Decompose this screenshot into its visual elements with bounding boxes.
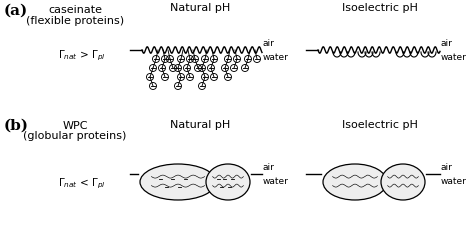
Text: water: water [263,177,289,186]
Ellipse shape [140,164,216,200]
Text: Isoelectric pH: Isoelectric pH [342,3,418,13]
Text: caseinate: caseinate [48,5,102,15]
Text: Natural pH: Natural pH [170,120,230,130]
Text: Isoelectric pH: Isoelectric pH [342,120,418,130]
Text: WPC: WPC [62,121,88,131]
Text: $\Gamma_{nat}$ > $\Gamma_{pl}$: $\Gamma_{nat}$ > $\Gamma_{pl}$ [58,49,106,63]
Ellipse shape [381,164,425,200]
Text: water: water [441,53,467,62]
Text: Natural pH: Natural pH [170,3,230,13]
Ellipse shape [323,164,387,200]
Text: air: air [263,38,275,47]
Text: air: air [263,163,275,172]
Text: water: water [441,177,467,186]
Text: $\Gamma_{nat}$ < $\Gamma_{pl}$: $\Gamma_{nat}$ < $\Gamma_{pl}$ [58,177,106,191]
Text: water: water [263,53,289,62]
Text: (a): (a) [4,4,28,18]
Text: (flexible proteins): (flexible proteins) [26,16,124,26]
Text: (b): (b) [4,119,29,133]
Text: air: air [441,38,453,47]
Ellipse shape [206,164,250,200]
Text: (globular proteins): (globular proteins) [23,131,127,141]
Text: air: air [441,163,453,172]
